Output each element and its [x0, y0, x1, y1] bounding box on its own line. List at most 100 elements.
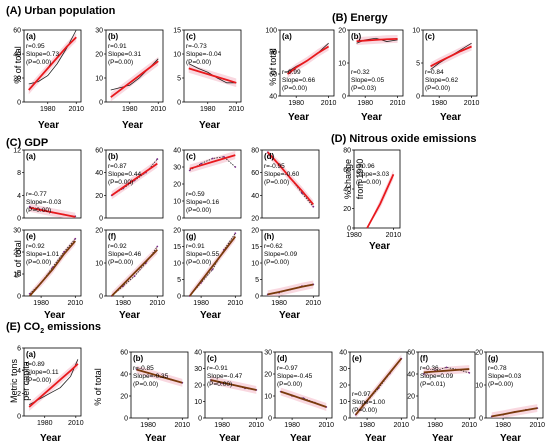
xtick-label-E-a-2010: 2010 [68, 420, 84, 427]
xtick-label-B-a-2010: 2010 [321, 100, 337, 107]
regression-line-C-d [267, 151, 314, 205]
ytick-label-A-c-15: 15 [173, 28, 181, 35]
panel-frame-C-b [105, 149, 164, 219]
xtick-label-E-a-1980: 1980 [37, 420, 53, 427]
ytick-label-C-e-10: 10 [13, 272, 21, 279]
stat-slope-C-g: Slope=0.55 [186, 251, 219, 258]
panel-frame-E-f [417, 351, 476, 419]
panel-label-E-f: (f) [420, 354, 428, 363]
ytick-label-C-c-10: 10 [173, 199, 181, 206]
regression-line-B-c [430, 45, 472, 68]
ytick-label-C-a-8: 8 [17, 170, 21, 177]
ytick-label-C-g-20: 20 [173, 228, 181, 235]
xtick-label-E-e-1980: 1980 [359, 422, 375, 429]
panel-E-d: 0 10 20 30 1980 2010 (d) r=-0.97Slope=-0.45(P=0… [264, 350, 334, 430]
stat-slope-C-f: Slope=0.46 [108, 251, 141, 258]
ytick-label-E-b-40: 40 [120, 372, 128, 379]
ytick-label-D-0: 0 [347, 226, 351, 233]
ytick-label-C-e-30: 30 [13, 228, 21, 235]
xlabel-B-c: Year [440, 112, 462, 123]
stat-r-A-a: r=0.95 [26, 43, 45, 50]
xlabel-B-b: Year [361, 112, 383, 123]
xtick-label-B-b-2010: 2010 [390, 100, 406, 107]
data-point-E-f-2 [445, 366, 448, 369]
xtick-label-C-f-2010: 2010 [150, 300, 166, 307]
xtick-label-E-f-2010: 2010 [462, 422, 478, 429]
stat-p-E-f: (P=0.01) [420, 381, 445, 388]
ytick-label-B-b-10: 10 [338, 61, 346, 68]
xtick-label-E-b-1980: 1980 [140, 422, 156, 429]
stat-p-E-g: (P=0.00) [488, 381, 513, 388]
stat-p-C-g: (P=0.00) [186, 259, 211, 266]
xtick-label-C-e-2010: 2010 [68, 300, 84, 307]
section-title-energy: (B) Energy [332, 12, 388, 24]
panel-E-f: 0 20 40 60 1980 2010 (f) r=0.36Slope=0.09(P=0.0… [407, 350, 477, 430]
panel-label-C-a: (a) [26, 152, 36, 161]
panel-A-c: 0 5 10 15 1980 2010 (c) r=-0.73Slope=-0.04(P=0.… [173, 28, 244, 114]
panel-frame-D [353, 149, 401, 229]
regression-line-E-f [423, 368, 470, 374]
panel-E-c: 0 10 20 30 40 1980 2010 (c) r=-0.91Slope=-0.47(P… [194, 350, 264, 430]
stat-r-C-e: r=0.92 [26, 243, 45, 250]
data-point-C-f-4 [156, 245, 159, 248]
data-point-C-c-3 [223, 155, 225, 158]
stat-slope-A-b: Slope=0.31 [108, 51, 141, 58]
co2-title-suffix: emissions [44, 321, 101, 333]
section-title-nitrous-oxide: (D) Nitrous oxide emissions [331, 133, 477, 145]
ytick-label-A-a-20: 20 [13, 76, 21, 83]
stat-p-B-a: (P=0.00) [282, 85, 307, 92]
stat-p-E-b: (P=0.00) [133, 381, 158, 388]
stat-p-A-a: (P=0.00) [26, 59, 51, 66]
xtick-label-E-f-1980: 1980 [427, 422, 443, 429]
ytick-label-C-f-10: 10 [95, 261, 103, 268]
panel-label-E-b: (b) [133, 354, 144, 363]
stat-r-B-b: r=0.32 [351, 69, 370, 76]
panel-frame-E-b [130, 351, 189, 419]
regression-line-C-c [189, 154, 236, 170]
ytick-label-A-c-10: 10 [173, 52, 181, 59]
ytick-label-E-c-20: 20 [194, 383, 202, 390]
stat-slope-C-b: Slope=0.44 [108, 171, 141, 178]
xlabel-E-b: Year [145, 433, 167, 444]
stat-r-C-a: r=-0.77 [26, 191, 47, 198]
ytick-label-C-g-10: 10 [173, 261, 181, 268]
ytick-label-C-e-20: 20 [13, 250, 21, 257]
xlabel-C-f: Year [119, 310, 141, 321]
stat-slope-E-f: Slope=0.09 [420, 373, 453, 380]
data-point-C-c-0 [188, 169, 191, 172]
ytick-label-C-a-4: 4 [17, 193, 21, 200]
panel-A-b: 0 10 20 30 1980 2010 (b) r=0.91Slope=0.31(P=0.0… [95, 28, 166, 114]
stat-r-E-g: r=0.78 [488, 365, 507, 372]
ytick-label-C-a-0: 0 [17, 216, 21, 223]
panel-frame-E-a [23, 347, 82, 417]
stat-r-B-a: r=0.99 [282, 69, 301, 76]
panel-C-g: 0 5 10 15 20 1980 2010 (g) r=0.91Slope=0.55(P=0.… [173, 228, 243, 308]
panel-label-E-g: (g) [488, 354, 499, 363]
ytick-label-E-a-4: 4 [17, 368, 21, 375]
section-title-co2: (E) CO2 emissions [6, 321, 101, 335]
stat-r-D: r=0.96 [356, 163, 375, 170]
ytick-label-E-f-60: 60 [407, 350, 415, 357]
ytick-label-E-e-0: 0 [343, 416, 347, 423]
panel-frame-C-a [23, 149, 82, 219]
data-point-C-c-4 [234, 166, 237, 168]
panel-label-A-c: (c) [186, 32, 196, 41]
panel-label-C-d: (d) [264, 152, 275, 161]
xtick-label-A-c-2010: 2010 [228, 106, 244, 113]
xtick-label-C-f-1980: 1980 [115, 300, 131, 307]
ytick-label-E-c-40: 40 [194, 350, 202, 357]
xtick-label-A-a-1980: 1980 [40, 106, 56, 113]
stat-p-C-c: (P=0.00) [186, 207, 211, 214]
ytick-label-E-d-0: 0 [268, 416, 272, 423]
ytick-label-E-e-40: 40 [339, 350, 347, 357]
ytick-label-C-c-0: 0 [177, 216, 181, 223]
xlabel-E-g: Year [500, 433, 522, 444]
stat-p-E-e: (P=0.00) [352, 407, 377, 414]
regression-line-E-e [355, 358, 402, 416]
stat-slope-A-a: Slope=0.73 [26, 51, 59, 58]
xlabel-C-g: Year [200, 310, 222, 321]
stat-slope-E-c: Slope=-0.47 [207, 373, 243, 380]
